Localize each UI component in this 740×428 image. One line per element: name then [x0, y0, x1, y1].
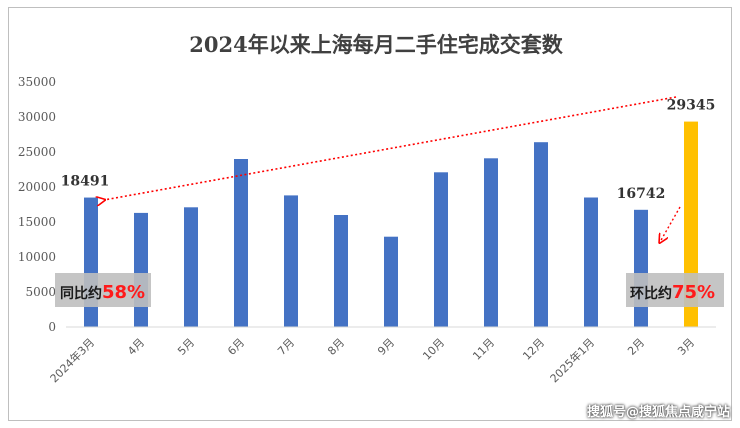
y-tick-label: 35000 [18, 75, 56, 89]
x-tick-label: 10月 [420, 336, 447, 363]
y-tick-label: 5000 [25, 285, 56, 299]
bar [234, 159, 248, 327]
mom-label: 环比约 [630, 285, 672, 302]
x-tick-label: 12月 [520, 336, 547, 363]
x-tick-label: 5月 [175, 336, 197, 358]
bar [184, 207, 198, 327]
y-axis: 0 5000 10000 15000 20000 25000 30000 35000 [18, 75, 56, 334]
x-tick-label: 9月 [375, 336, 397, 358]
y-tick-label: 15000 [18, 215, 56, 229]
bar [434, 172, 448, 327]
y-tick-label: 10000 [18, 250, 56, 264]
bar [534, 142, 548, 327]
y-tick-label: 20000 [18, 180, 56, 194]
bar [84, 197, 98, 327]
y-tick-label: 25000 [18, 145, 56, 159]
bar [134, 212, 148, 327]
x-tick-label: 3月 [675, 336, 697, 358]
yoy-value: 58% [102, 282, 145, 303]
bar [284, 195, 298, 327]
y-tick-label: 0 [48, 320, 56, 334]
svg-text:环比约75%: 环比约75% [630, 282, 715, 303]
chart-title: 2024年以来上海每月二手住宅成交套数 [189, 32, 563, 57]
bar [334, 215, 348, 327]
svg-text:同比约58%: 同比约58% [60, 282, 145, 303]
mom-badge: 环比约75% [626, 273, 724, 307]
x-axis: 2024年3月 4月 5月 6月 7月 8月 9月 10月 11月 12月 2025年1月 2月 3月 [47, 335, 697, 385]
bar [384, 236, 398, 327]
bar-series [84, 121, 698, 328]
y-tick-label: 30000 [18, 110, 56, 124]
x-tick-label: 4月 [125, 336, 147, 358]
chart-frame [8, 7, 732, 421]
data-label: 29345 [667, 98, 716, 114]
bar [634, 209, 648, 327]
x-tick-label: 2024年3月 [47, 335, 97, 385]
x-tick-label: 7月 [275, 336, 297, 358]
trend-arrow [104, 96, 677, 200]
x-tick-label: 11月 [470, 336, 497, 363]
x-tick-label: 8月 [325, 336, 347, 358]
x-tick-label: 2025年1月 [547, 335, 597, 385]
yoy-badge: 同比约58% [55, 273, 151, 307]
data-label: 18491 [61, 174, 110, 190]
x-tick-label: 2月 [625, 336, 647, 358]
x-tick-label: 6月 [225, 336, 247, 358]
mom-value: 75% [672, 282, 715, 303]
mom-arrow [660, 206, 681, 242]
watermark: 搜狐号@搜狐焦点咸宁站 [586, 405, 730, 420]
data-labels: 18491 16742 29345 [61, 98, 716, 202]
yoy-label: 同比约 [60, 285, 102, 302]
bar [484, 158, 498, 327]
bar [584, 197, 598, 327]
data-label: 16742 [617, 186, 666, 202]
